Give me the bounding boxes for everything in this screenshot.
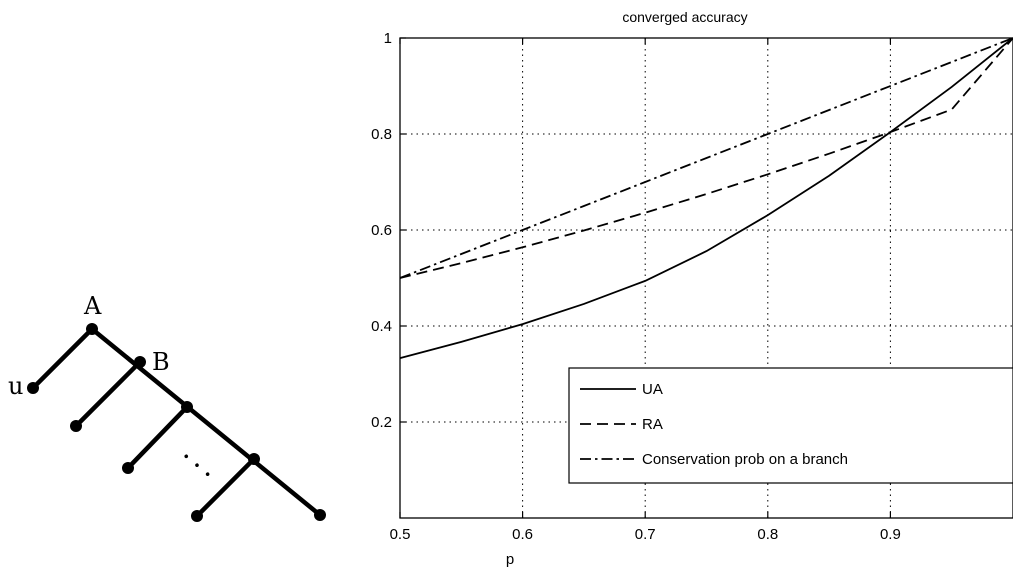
y-tick-label: 0.6	[371, 222, 392, 239]
tree-leaf	[122, 462, 134, 474]
x-tick-label: 0.7	[635, 526, 656, 543]
x-tick-label: 0.9	[880, 526, 901, 543]
legend-label-ua: UA	[642, 381, 663, 398]
legend-label-conservation-prob-on-a-branch: Conservation prob on a branch	[642, 451, 848, 468]
tree-leaf	[191, 510, 203, 522]
x-axis-label: p	[506, 551, 514, 568]
tree-edge	[30, 326, 95, 391]
tree-label-u: u	[8, 372, 23, 400]
y-tick-label: 0.8	[371, 126, 392, 143]
legend: UA RA Conservation prob on a branch	[568, 367, 1013, 484]
plot-frame	[399, 37, 1013, 519]
chart: converged accuracy 0.5 0.6 0.7 0.8 0.9 0.2 0.4…	[371, 9, 1013, 568]
tree-edge	[125, 404, 190, 471]
chart-title: converged accuracy	[622, 9, 747, 25]
legend-box	[568, 367, 1013, 484]
y-tick-label: 0.2	[371, 414, 392, 431]
x-tick-label: 0.8	[757, 526, 778, 543]
tree-leaf	[70, 420, 82, 432]
tree-node	[181, 401, 193, 413]
series-group	[399, 37, 1013, 360]
series-line-conservation-prob-on-a-branch	[399, 37, 1013, 279]
tree-ellipsis: · · ·	[176, 445, 218, 486]
tree-node-a	[86, 323, 98, 335]
y-tick-label: 1	[384, 30, 392, 47]
tree-leaf	[314, 509, 326, 521]
tree-label-b: B	[152, 348, 170, 376]
tree-node-b	[134, 356, 146, 368]
tree-node	[248, 453, 260, 465]
x-tick-label: 0.5	[390, 526, 411, 543]
x-tick-label: 0.6	[512, 526, 533, 543]
tree-edge	[73, 359, 143, 429]
y-tick-label: 0.4	[371, 318, 392, 335]
tree-edge	[89, 326, 323, 518]
series-line-ua	[399, 37, 1013, 360]
tree-node-u	[27, 382, 39, 394]
ticks: 0.5 0.6 0.7 0.8 0.9 0.2 0.4 0.6 0.8 1	[371, 30, 901, 543]
series-line-ra	[399, 37, 1013, 279]
tree-label-a: A	[83, 292, 102, 320]
tree-edge	[194, 456, 257, 519]
tree-diagram: A B u · · ·	[8, 292, 326, 522]
legend-label-ra: RA	[642, 416, 663, 433]
